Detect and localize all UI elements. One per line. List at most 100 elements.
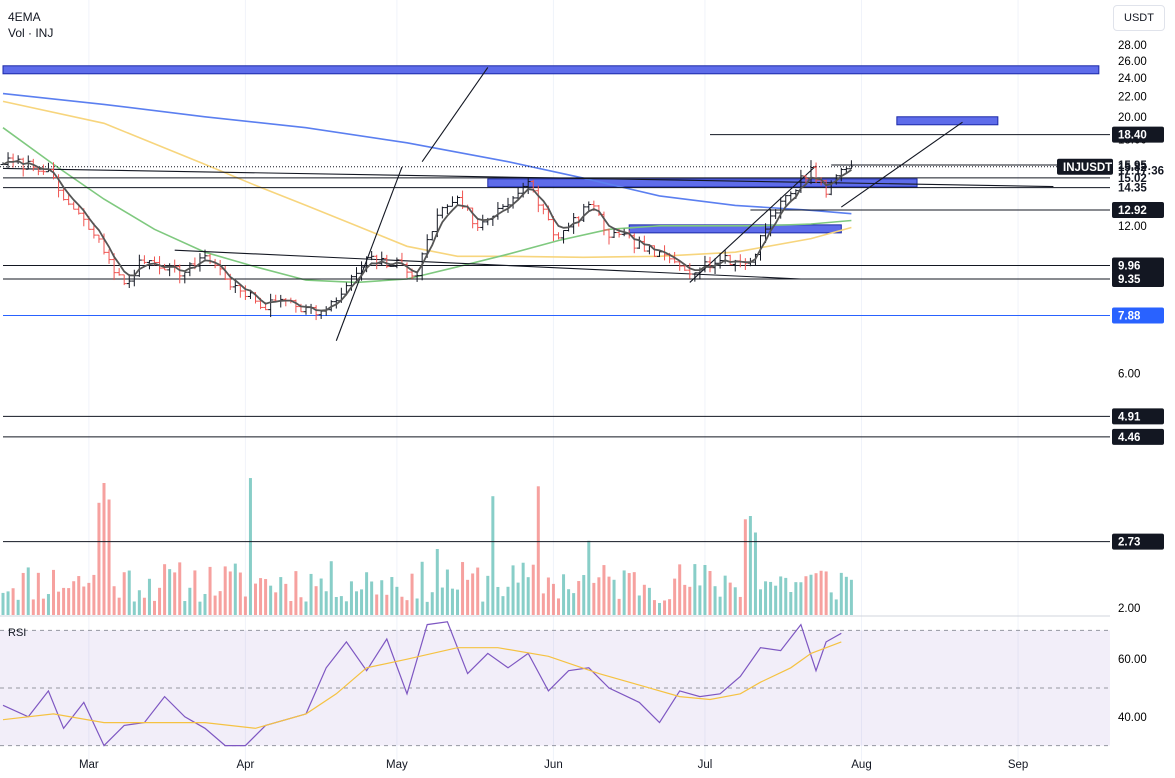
ohlc-bar: [823, 179, 829, 198]
ohlc-bar: [742, 258, 748, 270]
volume-bar: [218, 591, 222, 615]
ohlc-bar: [692, 272, 698, 282]
volume-bar: [329, 561, 333, 615]
volume-bar: [713, 586, 717, 615]
ohlc-bar: [429, 231, 435, 241]
ohlc-bar: [177, 264, 183, 284]
volume-bar: [223, 566, 227, 615]
volume-bar: [567, 589, 571, 615]
volume-bar: [481, 601, 485, 615]
volume-bar: [1, 592, 5, 615]
ohlc-bar: [561, 229, 567, 244]
volume-bar: [168, 569, 172, 615]
volume-bar: [521, 562, 525, 615]
rsi-line: [2, 641, 842, 729]
price-label: 4.91: [1118, 411, 1141, 423]
ohlc-bar: [651, 245, 657, 257]
volume-bar: [82, 586, 86, 615]
volume-bar: [178, 562, 182, 615]
volume-bar: [430, 592, 434, 615]
ohlc-bar: [611, 229, 617, 238]
time-tick-label: Sep: [1008, 759, 1028, 771]
ohlc-bar: [470, 207, 476, 229]
ema-line: [2, 100, 852, 259]
ohlc-bar: [702, 255, 708, 273]
volume-bar: [163, 564, 167, 615]
volume-bar: [834, 599, 838, 615]
volume-bar: [622, 570, 626, 615]
volume-bar: [52, 569, 55, 615]
volume-bar: [551, 583, 555, 615]
ohlc-bar: [61, 188, 67, 201]
chart-legend: 4EMA Vol · INJ: [8, 9, 53, 41]
volume-bar: [562, 574, 566, 615]
volume-bar: [334, 596, 338, 615]
volume-bar: [663, 600, 667, 615]
ohlc-bar: [495, 202, 501, 220]
volume-bar: [612, 579, 616, 615]
ohlc-bar: [141, 255, 147, 265]
volume-bar: [779, 576, 783, 615]
volume-bar: [264, 579, 268, 615]
volume-bar: [274, 592, 278, 615]
ohlc-bar: [439, 206, 445, 219]
ohlc-bar: [106, 249, 112, 264]
ohlc-bar: [359, 261, 365, 281]
volume-bar: [774, 585, 778, 615]
volume-bar: [531, 564, 535, 615]
volume-bar: [208, 566, 212, 615]
volume-bar: [491, 496, 495, 615]
volume-bar: [647, 587, 651, 615]
volume-bar: [410, 573, 414, 615]
volume-bar: [102, 483, 106, 615]
rsi-pane-title: RSI: [8, 627, 27, 639]
volume-bar: [486, 575, 490, 615]
ohlc-bar: [242, 285, 248, 300]
volume-bar: [627, 573, 631, 615]
price-label-box: [1112, 257, 1164, 274]
volume-bar: [415, 598, 419, 615]
ohlc-bar: [76, 205, 82, 215]
volume-bar: [501, 596, 505, 615]
volume-bar: [789, 592, 793, 615]
ohlc-bar: [505, 197, 511, 213]
grid-lines: [88, 0, 1019, 760]
volume-bar: [132, 601, 136, 615]
ohlc-bar: [283, 298, 289, 307]
ohlc-bar: [273, 294, 279, 302]
ohlc-bar: [581, 203, 587, 223]
ohlc-bar: [727, 254, 733, 265]
price-label: 7.88: [1118, 310, 1141, 322]
supply-demand-zone: [487, 178, 918, 188]
price-label-box: [1112, 270, 1164, 287]
rsi-pane: [0, 621, 1110, 747]
price-label: INJUSDT: [1063, 162, 1112, 174]
ohlc-bar: [182, 271, 188, 284]
volume-bar: [314, 586, 318, 615]
volume-bar: [339, 596, 343, 615]
ohlc-bar: [136, 254, 142, 277]
ohlc-bar: [369, 251, 375, 261]
ohlc-bar: [707, 256, 713, 273]
volume-bar: [289, 601, 293, 615]
price-axis: 28.0026.0024.0022.0020.0018.0012.006.002…: [1057, 40, 1164, 724]
supply-demand-zone: [896, 116, 999, 126]
volume-bar: [466, 579, 470, 615]
trendline: [421, 67, 489, 163]
volume-bar: [804, 576, 808, 615]
volume-bar: [112, 586, 116, 615]
price-label-box: [1057, 158, 1113, 175]
volume-bar: [637, 595, 641, 615]
ema-line: [2, 92, 852, 215]
volume-bar: [642, 584, 646, 615]
volume-bar: [127, 570, 131, 615]
currency-unit-button[interactable]: USDT: [1113, 5, 1165, 31]
volume-bar: [597, 577, 601, 615]
price-label-box: [1112, 307, 1164, 324]
volume-bar: [577, 581, 581, 615]
price-tick-label: 2.00: [1118, 603, 1140, 615]
price-label: 9.35: [1118, 274, 1141, 286]
volume-bar: [117, 597, 121, 615]
volume-bar: [435, 549, 439, 615]
